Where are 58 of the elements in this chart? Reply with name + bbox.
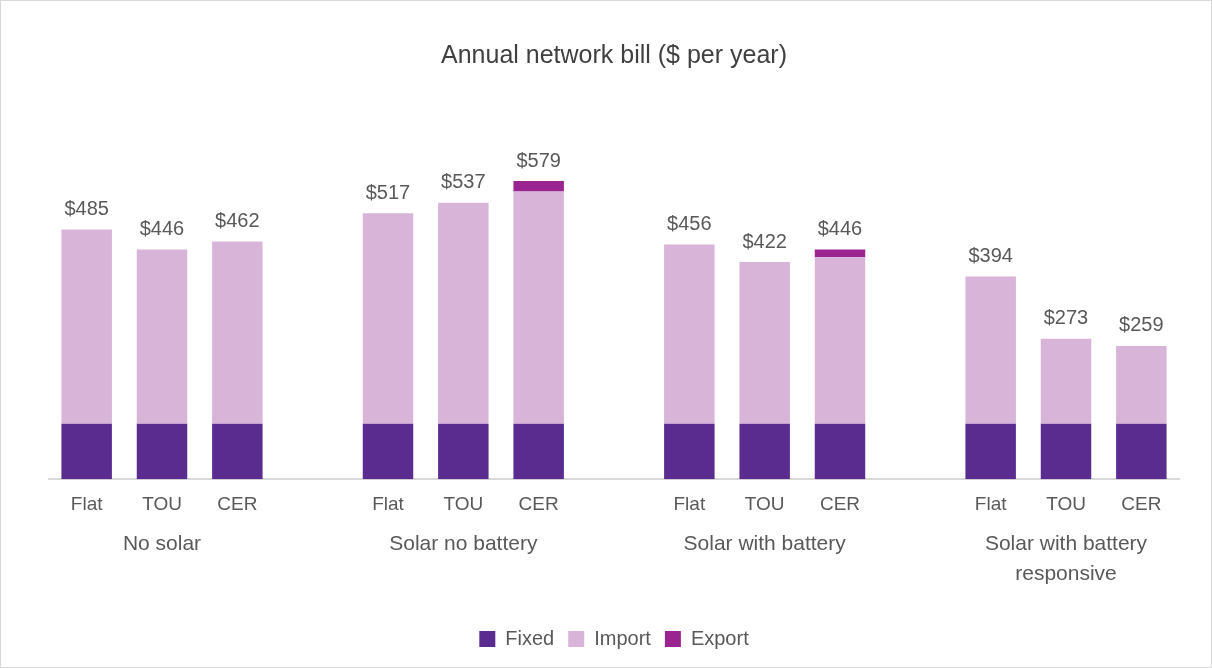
annotation: $537 [441,170,486,193]
bar [212,241,263,424]
text: $579 [516,148,561,171]
legend-label: Export [690,626,750,649]
bar [814,249,866,258]
bar [814,423,866,480]
bar [1040,423,1092,480]
bar [61,423,112,480]
x-tick-label: Flat [974,492,1008,514]
bar [61,229,112,424]
bar [513,423,564,480]
bar [664,244,715,424]
bar [739,262,790,424]
bar [513,191,564,424]
bar [362,423,414,480]
annotation: $456 [667,212,712,235]
bar [1116,423,1167,480]
annotation: $273 [1043,306,1089,329]
bar [739,423,790,480]
bar [1116,345,1167,424]
chart-title: Annual network bill ($ per year) [441,39,787,68]
annotation: $446 [817,217,863,240]
x-tick-label: CER [1121,492,1162,514]
x-tick-label: CER [819,492,861,514]
bar [1040,338,1092,424]
annotation: $485 [64,197,109,220]
bar [136,249,188,424]
text: Solar no battery [389,531,538,555]
bar [362,213,414,424]
text: No solar [122,531,202,555]
bar [965,276,1016,424]
bar [664,423,715,480]
x-tick-label: TOU [443,492,484,514]
bar [438,202,489,424]
x-tick-label: Flat [70,492,104,514]
bar [438,423,489,480]
annotation: $422 [742,229,787,252]
annotation: $394 [968,243,1013,266]
legend-label: Fixed [505,626,555,649]
x-tick-label: CER [217,492,258,514]
bar [212,423,263,480]
annotation: $446 [139,217,185,240]
bar [136,423,188,480]
x-tick-label: Flat [372,492,405,514]
legend-label: Import [594,626,652,649]
annotation: $462 [215,209,260,232]
bar [965,423,1016,480]
x-tick-label: Flat [673,492,706,514]
x-tick-label: TOU [744,492,785,514]
annotation: $259 [1119,313,1164,336]
x-tick-label: TOU [1046,492,1086,514]
text: Solar with battery responsive [984,531,1148,585]
bar [814,257,866,424]
text: Solar with battery [683,531,847,555]
annotation: $517 [365,180,411,203]
bar [513,181,564,192]
x-tick-label: CER [518,492,559,514]
x-tick-label: TOU [142,492,182,514]
